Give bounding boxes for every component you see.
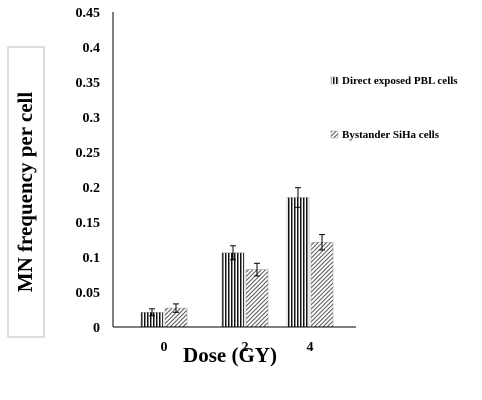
- y-tick-label: 0.15: [76, 216, 101, 231]
- legend-swatch: [330, 76, 339, 85]
- y-tick-label: 0: [93, 321, 100, 336]
- x-tick-label: 2: [242, 340, 249, 355]
- legend: Direct exposed PBL cells Bystander SiHa c…: [330, 75, 458, 141]
- bar-diagonal-hatch-4: [310, 242, 334, 328]
- y-tick-label: 0.05: [76, 286, 101, 301]
- y-tick-label: 0.1: [83, 251, 101, 266]
- y-tick-label: 0.45: [76, 6, 101, 21]
- x-tick-label: 0: [161, 340, 168, 355]
- ylabel-box: [7, 46, 45, 338]
- y-tick-label: 0.2: [83, 181, 101, 196]
- bar-vertical-stripes-4: [286, 197, 310, 328]
- x-axis-title: Dose (GY): [183, 343, 277, 367]
- legend-swatch: [330, 130, 339, 139]
- x-tick-label: 4: [307, 340, 314, 355]
- legend-label: Bystander SiHa cells: [342, 129, 440, 141]
- y-tick-label: 0.25: [76, 146, 101, 161]
- y-tick-label: 0.3: [83, 111, 101, 126]
- bar-vertical-stripes-2: [221, 252, 245, 328]
- bar-diagonal-hatch-2: [245, 269, 269, 328]
- legend-label: Direct exposed PBL cells: [342, 75, 458, 87]
- y-axis-title: MN frequency per cell: [13, 92, 37, 293]
- y-tick-label: 0.35: [76, 76, 101, 91]
- y-tick-label: 0.4: [83, 41, 101, 56]
